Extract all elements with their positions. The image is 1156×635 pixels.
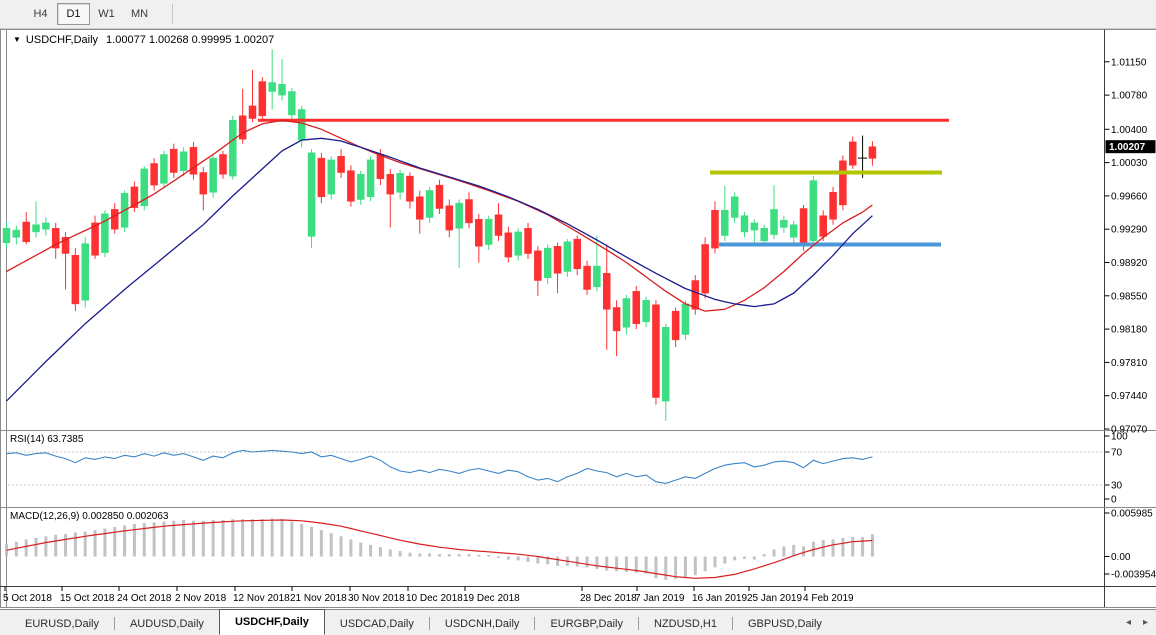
ohlc-values: 1.00077 1.00268 0.99995 1.00207 [106, 34, 275, 46]
svg-text:0.97440: 0.97440 [1111, 391, 1148, 402]
ma-slow-line [6, 137, 873, 402]
macd-indicator-label: MACD(12,26,9) 0.002850 0.002063 [10, 511, 168, 522]
tab-divider [428, 617, 430, 630]
svg-text:30 Nov 2018: 30 Nov 2018 [348, 593, 405, 604]
macd-value: 0.002850 0.002063 [82, 511, 169, 522]
symbol-dropdown-icon[interactable]: ▼ [13, 35, 21, 44]
symbol-label: USDCHF,Daily [25, 34, 99, 46]
timeframe-tab-h4[interactable]: H4 [33, 8, 48, 20]
svg-text:0: 0 [1111, 495, 1117, 506]
rsi-value: 63.7385 [47, 434, 84, 445]
pair-tab-usdcnh-daily[interactable]: USDCNH,Daily [444, 617, 520, 630]
window-borders [0, 29, 1156, 608]
rsi-panel: 100 70 30 0 [6, 432, 1128, 506]
pair-tab-nzdusd-h1[interactable]: NZDUSD,H1 [653, 617, 717, 630]
tab-divider [534, 617, 536, 630]
svg-text:0.005985: 0.005985 [1111, 509, 1153, 520]
svg-text:19 Dec 2018: 19 Dec 2018 [463, 593, 520, 604]
current-price-tag: 1.00207 [1105, 140, 1156, 154]
rsi-indicator-label: RSI(14) 63.7385 [10, 434, 83, 445]
svg-text:-0.003954: -0.003954 [1111, 570, 1156, 581]
rsi-name: RSI(14) [10, 434, 45, 445]
svg-text:1.00400: 1.00400 [1111, 125, 1148, 136]
pair-tab-audusd-daily[interactable]: AUDUSD,Daily [129, 617, 204, 630]
svg-text:0.98180: 0.98180 [1111, 325, 1148, 336]
tab-scroll-arrows: ◂ ▸ [1126, 617, 1148, 628]
pair-tab-usdchf-daily[interactable]: USDCHF,Daily [218, 609, 325, 635]
chart-title: ▼ USDCHF,Daily 1.00077 1.00268 0.99995 1.0… [13, 34, 274, 46]
svg-text:21 Nov 2018: 21 Nov 2018 [290, 593, 347, 604]
svg-text:7 Jan 2019: 7 Jan 2019 [635, 593, 685, 604]
svg-text:15 Oct 2018: 15 Oct 2018 [60, 593, 115, 604]
symbol-tabs: EURUSD,Daily AUDUSD,Daily USDCHF,Daily USDC… [10, 609, 837, 635]
timeframe-buttons: H4 D1 W1 MN [24, 3, 156, 25]
pair-tab-gbpusd-daily[interactable]: GBPUSD,Daily [747, 617, 822, 630]
svg-text:24 Oct 2018: 24 Oct 2018 [117, 593, 172, 604]
timeframe-tab-w1[interactable]: W1 [98, 8, 115, 20]
tab-divider [637, 617, 639, 630]
toolbar-divider [172, 4, 173, 24]
time-axis: 5 Oct 2018 15 Oct 2018 24 Oct 2018 2 Nov 20… [3, 586, 854, 604]
timeframe-toolbar: H4 D1 W1 MN [0, 0, 1156, 29]
svg-text:16 Jan 2019: 16 Jan 2019 [692, 593, 747, 604]
macd-name: MACD(12,26,9) [10, 511, 80, 522]
pair-tab-usdcad-daily[interactable]: USDCAD,Daily [339, 617, 414, 630]
svg-text:0.97810: 0.97810 [1111, 358, 1148, 369]
tab-divider [113, 617, 115, 630]
svg-text:4 Feb 2019: 4 Feb 2019 [803, 593, 854, 604]
price-axis: 1.01150 1.00780 1.00400 1.00030 0.99660 0.992… [1104, 57, 1148, 436]
svg-text:70: 70 [1111, 448, 1123, 459]
svg-text:1.01150: 1.01150 [1111, 57, 1147, 68]
symbol-tab-bar: EURUSD,Daily AUDUSD,Daily USDCHF,Daily USDC… [0, 609, 1156, 635]
tab-scroll-right-icon[interactable]: ▸ [1142, 617, 1148, 628]
svg-text:100: 100 [1111, 432, 1128, 443]
svg-text:0.99290: 0.99290 [1111, 225, 1148, 236]
svg-text:28 Dec 2018: 28 Dec 2018 [580, 593, 637, 604]
svg-text:0.00: 0.00 [1111, 552, 1131, 563]
tab-scroll-left-icon[interactable]: ◂ [1125, 617, 1131, 628]
svg-text:2 Nov 2018: 2 Nov 2018 [175, 593, 227, 604]
svg-text:1.00030: 1.00030 [1111, 158, 1148, 169]
svg-text:0.99660: 0.99660 [1111, 191, 1148, 202]
horizontal-lines [258, 118, 949, 247]
svg-text:0.97070: 0.97070 [1111, 425, 1148, 436]
svg-text:0.98550: 0.98550 [1111, 291, 1148, 302]
chart-background [0, 29, 1156, 608]
pair-tab-eurgbp-daily[interactable]: EURGBP,Daily [550, 617, 623, 630]
svg-text:12 Nov 2018: 12 Nov 2018 [233, 593, 290, 604]
svg-text:30: 30 [1111, 481, 1123, 492]
svg-text:1.00207: 1.00207 [1109, 142, 1146, 153]
svg-text:0.98920: 0.98920 [1111, 258, 1148, 269]
timeframe-tab-d1[interactable]: D1 [57, 3, 90, 25]
svg-text:5 Oct 2018: 5 Oct 2018 [3, 593, 52, 604]
macd-panel: 0.005985 0.00 -0.003954 [5, 509, 1156, 581]
tab-divider [731, 617, 733, 630]
timeframe-tab-mn[interactable]: MN [130, 8, 149, 20]
svg-text:25 Jan 2019: 25 Jan 2019 [747, 593, 802, 604]
candlestick-series [2, 49, 877, 421]
svg-text:10 Dec 2018: 10 Dec 2018 [406, 593, 463, 604]
svg-text:1.00780: 1.00780 [1111, 91, 1148, 102]
pair-tab-eurusd-daily[interactable]: EURUSD,Daily [25, 617, 99, 630]
